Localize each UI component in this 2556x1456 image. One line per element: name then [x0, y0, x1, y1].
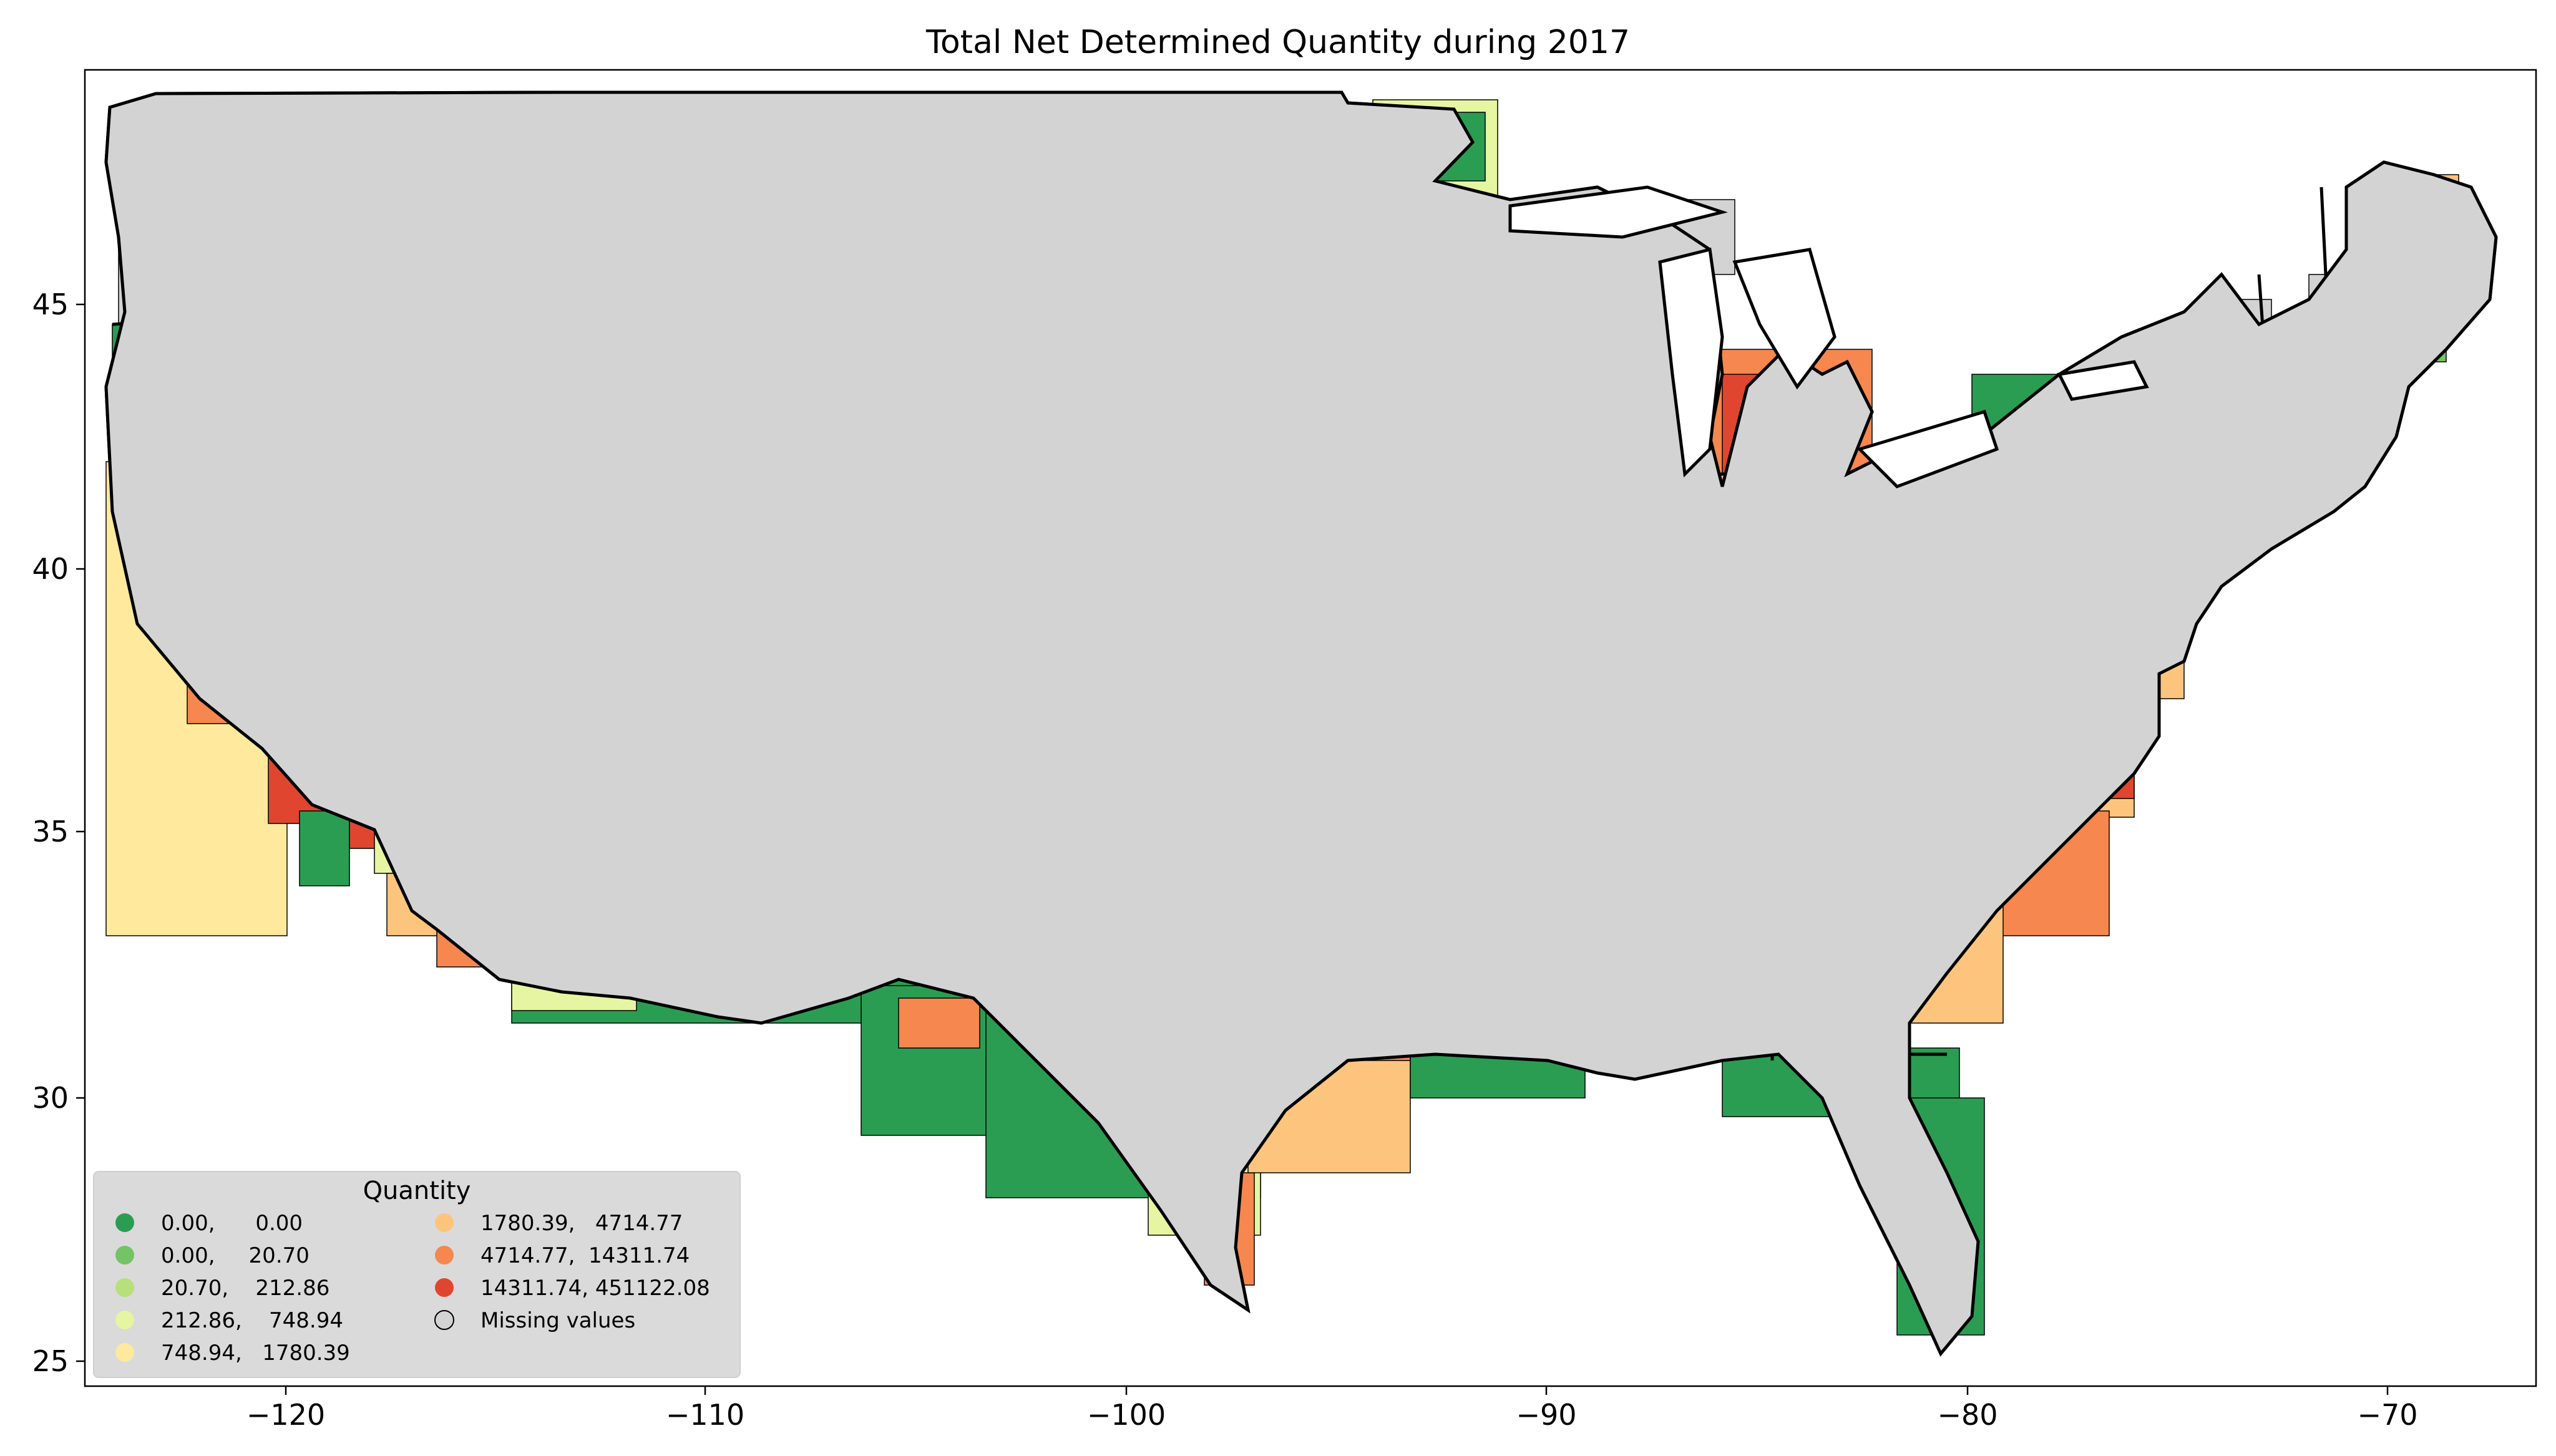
legend-label: 14311.74, 451122.08: [480, 1276, 710, 1301]
y-tick-label: 25: [32, 1344, 69, 1378]
legend-swatch: [435, 1278, 454, 1297]
legend-title: Quantity: [363, 1177, 471, 1205]
legend-swatch: [435, 1246, 454, 1264]
legend-swatch: [115, 1246, 134, 1264]
y-axis: 45 40 35 30 25: [32, 288, 85, 1378]
y-tick-label: 30: [32, 1081, 69, 1115]
legend-swatch: [434, 1310, 454, 1330]
x-tick-label: −100: [1087, 1398, 1166, 1432]
legend-swatch: [115, 1311, 134, 1329]
axes-frame: [84, 69, 2537, 1387]
legend-label: 1780.39, 4714.77: [480, 1211, 683, 1236]
x-tick-label: −110: [666, 1398, 744, 1432]
legend-label: 212.86, 748.94: [161, 1308, 343, 1333]
great-lakes: [1508, 185, 2149, 488]
legend-swatch: [115, 1278, 134, 1297]
x-tick-label: −120: [246, 1398, 325, 1432]
y-tick-label: 35: [32, 815, 69, 848]
y-tick-label: 45: [32, 288, 69, 321]
y-tick-label: 40: [32, 552, 69, 586]
legend: Quantity 0.00, 0.00 0.00, 20.70 20.70, 212…: [93, 1171, 741, 1378]
legend-label: 748.94, 1780.39: [161, 1341, 350, 1366]
x-tick-label: −90: [1516, 1398, 1576, 1432]
legend-label: 20.70, 212.86: [161, 1276, 329, 1301]
map-title: Total Net Determined Quantity during 201…: [925, 24, 1631, 61]
map-area: [104, 90, 2498, 1357]
legend-label: 4714.77, 14311.74: [480, 1243, 690, 1268]
x-tick-label: −70: [2357, 1398, 2417, 1432]
legend-label: 0.00, 20.70: [161, 1243, 310, 1268]
legend-box: [93, 1171, 741, 1378]
legend-label: Missing values: [480, 1308, 635, 1333]
legend-label: 0.00, 0.00: [161, 1211, 303, 1236]
legend-swatch: [115, 1343, 134, 1362]
x-axis: −120 −110 −100 −90 −80 −70: [246, 1386, 2418, 1432]
legend-swatch: [115, 1213, 134, 1232]
legend-swatch: [435, 1213, 454, 1232]
x-tick-label: −80: [1937, 1398, 1997, 1432]
